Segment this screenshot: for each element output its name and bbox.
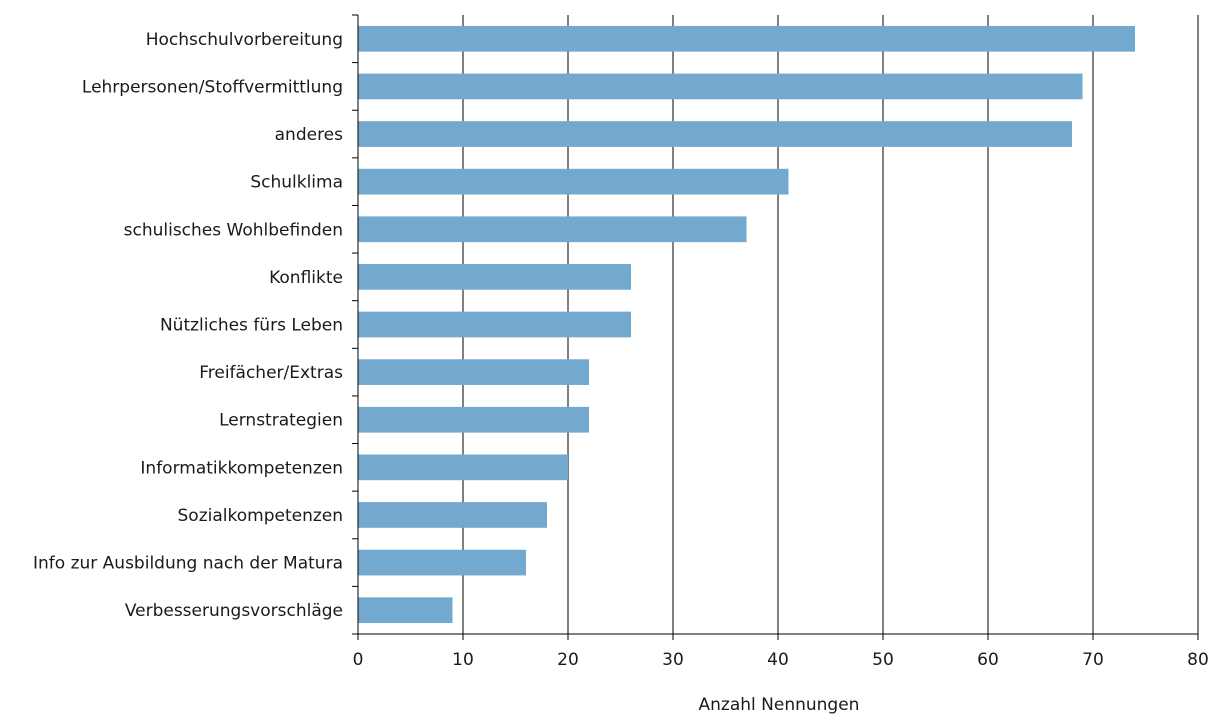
bar — [358, 406, 589, 433]
category-labels: Hochschulvorbereitung Lehrpersonen/Stoffv… — [33, 30, 343, 621]
x-axis-title: Anzahl Nennungen — [699, 695, 860, 715]
tick-labels: 0 10 20 30 40 50 60 70 80 — [353, 650, 1209, 670]
category-label: Hochschulvorbereitung — [146, 30, 343, 50]
gridlines — [462, 15, 1199, 634]
bar — [358, 597, 453, 624]
x-tick-label: 40 — [767, 650, 789, 670]
bar — [358, 73, 1083, 100]
bar — [358, 454, 568, 481]
category-label: Lehrpersonen/Stoffvermittlung — [82, 77, 343, 97]
bar — [358, 264, 631, 290]
bar — [358, 549, 526, 576]
category-label: Freifächer/Extras — [199, 363, 343, 383]
x-tick-label: 70 — [1082, 650, 1104, 670]
bar — [358, 311, 631, 338]
category-label: Lernstrategien — [219, 411, 343, 431]
category-label: Verbesserungsvorschläge — [125, 601, 343, 621]
category-label: Sozialkompetenzen — [178, 506, 343, 526]
bar — [358, 25, 1135, 52]
x-tick-label: 0 — [353, 650, 364, 670]
category-label: Schulklima — [250, 173, 343, 193]
category-label: Informatikkompetenzen — [140, 458, 343, 478]
bar — [358, 216, 747, 243]
axes — [352, 14, 1199, 640]
x-tick-label: 80 — [1187, 650, 1209, 670]
x-tick-label: 20 — [557, 650, 579, 670]
category-label: anderes — [275, 125, 344, 145]
x-tick-label: 10 — [452, 650, 474, 670]
x-tick-label: 60 — [977, 650, 999, 670]
x-tick-label: 50 — [872, 650, 894, 670]
category-label: schulisches Wohlbefinden — [124, 220, 343, 240]
category-label: Konflikte — [269, 268, 343, 288]
bar — [358, 121, 1072, 147]
x-tick-label: 30 — [662, 650, 684, 670]
category-label: Info zur Ausbildung nach der Matura — [33, 554, 343, 574]
bar — [358, 502, 547, 528]
category-label: Nützliches fürs Leben — [160, 316, 343, 336]
bar — [358, 168, 789, 195]
bars — [358, 25, 1135, 624]
bar — [358, 359, 589, 385]
